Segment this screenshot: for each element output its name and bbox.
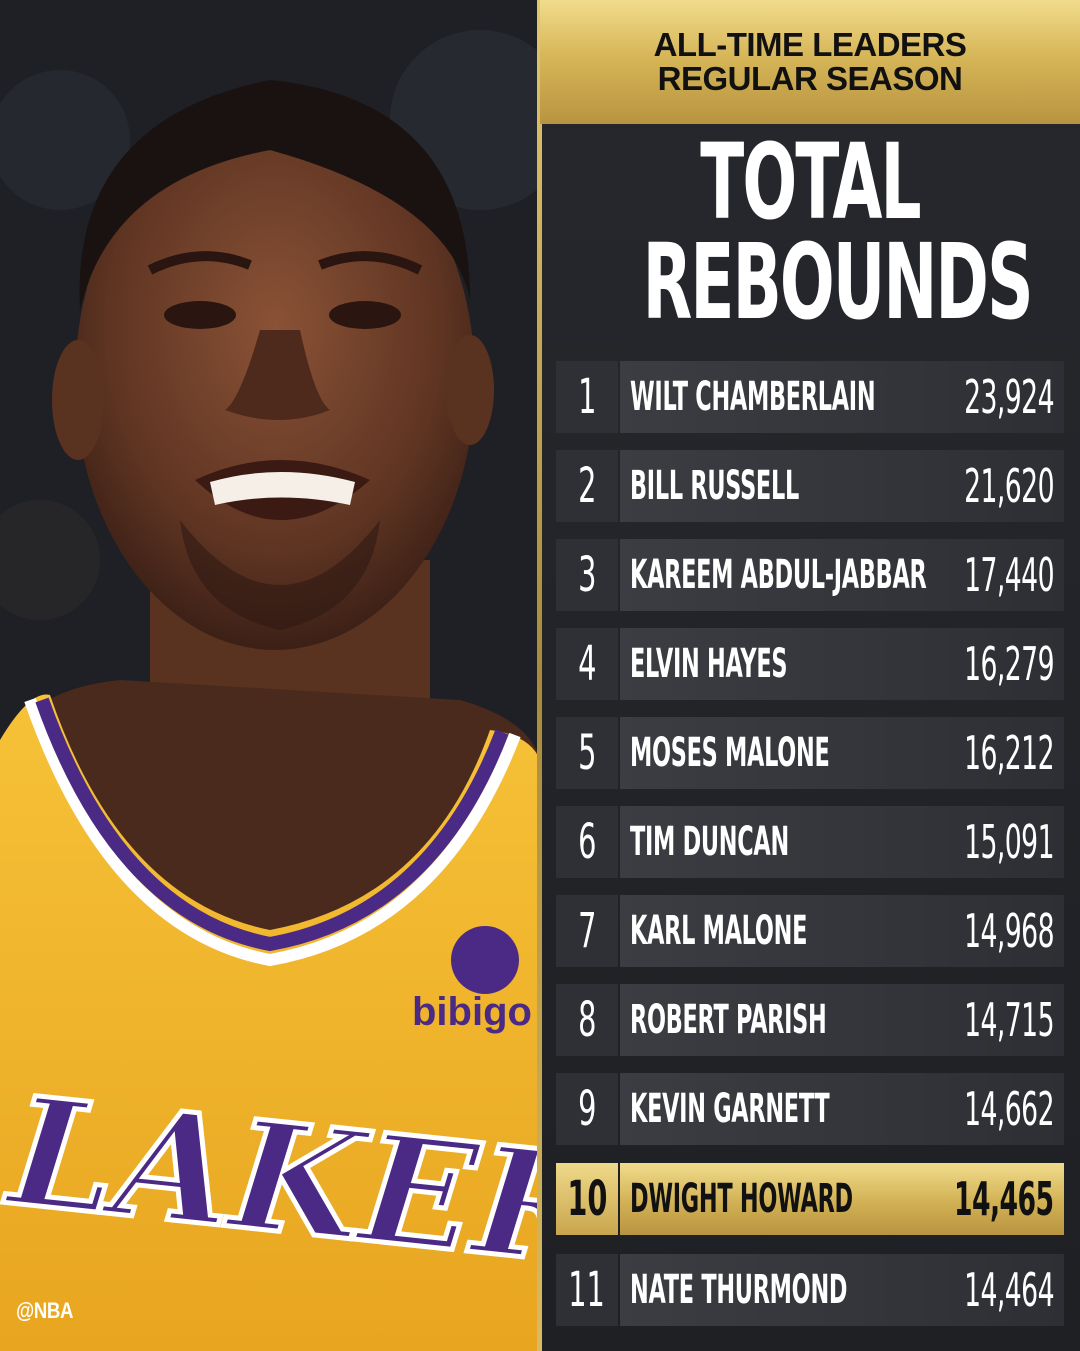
- rank-number: 3: [577, 547, 597, 603]
- leaderboard-row: 2 BILL RUSSELL 21,620: [556, 450, 1064, 522]
- leaderboard-row: 4 ELVIN HAYES 16,279: [556, 628, 1064, 700]
- name-cell: MOSES MALONE 16,212: [620, 717, 1064, 789]
- player-name: ELVIN HAYES: [630, 641, 788, 687]
- header-banner: ALL-TIME LEADERS REGULAR SEASON: [540, 0, 1080, 124]
- rank-cell: 9: [556, 1073, 618, 1145]
- leaderboard-row: 5 MOSES MALONE 16,212: [556, 717, 1064, 789]
- rebound-total: 16,212: [964, 726, 1054, 780]
- rank-number: 9: [577, 1081, 597, 1137]
- rebound-total: 14,464: [964, 1263, 1054, 1317]
- rank-number: 2: [577, 458, 597, 514]
- rank-cell: 1: [556, 361, 618, 433]
- player-name: BILL RUSSELL: [630, 463, 799, 509]
- rank-cell: 2: [556, 450, 618, 522]
- rebound-total: 14,968: [964, 904, 1054, 958]
- player-name: DWIGHT HOWARD: [630, 1176, 853, 1222]
- player-name: NATE THURMOND: [630, 1267, 848, 1313]
- leaderboard-row: 8 ROBERT PARISH 14,715: [556, 984, 1064, 1056]
- watermark: @NBA: [16, 1298, 74, 1323]
- player-name: WILT CHAMBERLAIN: [630, 374, 876, 420]
- rank-number: 8: [577, 992, 597, 1048]
- name-cell: ELVIN HAYES 16,279: [620, 628, 1064, 700]
- panel-gold-border: [537, 0, 542, 1351]
- rank-number: 4: [577, 636, 597, 692]
- header-line-2: REGULAR SEASON: [657, 60, 963, 97]
- player-photo: LAKERS bibigo @NBA: [0, 0, 540, 1351]
- player-illustration: LAKERS bibigo: [0, 0, 540, 1351]
- leaderboard-row: 11 NATE THURMOND 14,464: [556, 1254, 1064, 1326]
- rebound-total: 17,440: [964, 548, 1054, 602]
- name-cell: KAREEM ABDUL-JABBAR 17,440: [620, 539, 1064, 611]
- player-name: KARL MALONE: [630, 908, 808, 954]
- leaderboard-row: 6 TIM DUNCAN 15,091: [556, 806, 1064, 878]
- name-cell: KEVIN GARNETT 14,662: [620, 1073, 1064, 1145]
- name-cell: NATE THURMOND 14,464: [620, 1254, 1064, 1326]
- leaderboard-row-highlighted: 10 DWIGHT HOWARD 14,465: [556, 1163, 1064, 1235]
- rebound-total: 16,279: [964, 637, 1054, 691]
- header-line-1: ALL-TIME LEADERS: [653, 26, 967, 63]
- player-name: KEVIN GARNETT: [630, 1086, 830, 1132]
- rank-cell: 7: [556, 895, 618, 967]
- rebound-total: 14,715: [964, 993, 1054, 1047]
- rank-number: 1: [577, 369, 597, 425]
- rank-number: 7: [577, 903, 597, 959]
- rebound-total: 23,924: [964, 370, 1054, 424]
- rank-number: 10: [566, 1171, 608, 1227]
- rank-cell: 10: [556, 1163, 618, 1235]
- rank-cell: 3: [556, 539, 618, 611]
- rank-cell: 6: [556, 806, 618, 878]
- svg-text:bibigo: bibigo: [412, 990, 532, 1034]
- player-name: KAREEM ABDUL-JABBAR: [630, 552, 927, 598]
- name-cell: BILL RUSSELL 21,620: [620, 450, 1064, 522]
- player-name: TIM DUNCAN: [630, 819, 789, 865]
- rank-number: 5: [577, 725, 597, 781]
- name-cell: TIM DUNCAN 15,091: [620, 806, 1064, 878]
- player-name: MOSES MALONE: [630, 730, 830, 776]
- rebound-total: 14,662: [964, 1082, 1054, 1136]
- rank-cell: 11: [556, 1254, 618, 1326]
- rank-number: 6: [577, 814, 597, 870]
- rank-number: 11: [568, 1262, 606, 1318]
- rank-cell: 5: [556, 717, 618, 789]
- title-line-1: TOTAL: [700, 121, 921, 243]
- leaderboard-row: 9 KEVIN GARNETT 14,662: [556, 1073, 1064, 1145]
- name-cell: KARL MALONE 14,968: [620, 895, 1064, 967]
- player-name: ROBERT PARISH: [630, 997, 827, 1043]
- rebound-total: 15,091: [964, 815, 1054, 869]
- leaderboard-row: 1 WILT CHAMBERLAIN 23,924: [556, 361, 1064, 433]
- name-cell: WILT CHAMBERLAIN 23,924: [620, 361, 1064, 433]
- name-cell: DWIGHT HOWARD 14,465: [620, 1163, 1064, 1235]
- rebound-total: 14,465: [954, 1172, 1055, 1226]
- rank-cell: 4: [556, 628, 618, 700]
- leaderboard-row: 7 KARL MALONE 14,968: [556, 895, 1064, 967]
- rank-cell: 8: [556, 984, 618, 1056]
- leaderboard-row: 3 KAREEM ABDUL-JABBAR 17,440: [556, 539, 1064, 611]
- rebound-total: 21,620: [964, 459, 1054, 513]
- title-line-2: REBOUNDS: [642, 221, 1034, 343]
- name-cell: ROBERT PARISH 14,715: [620, 984, 1064, 1056]
